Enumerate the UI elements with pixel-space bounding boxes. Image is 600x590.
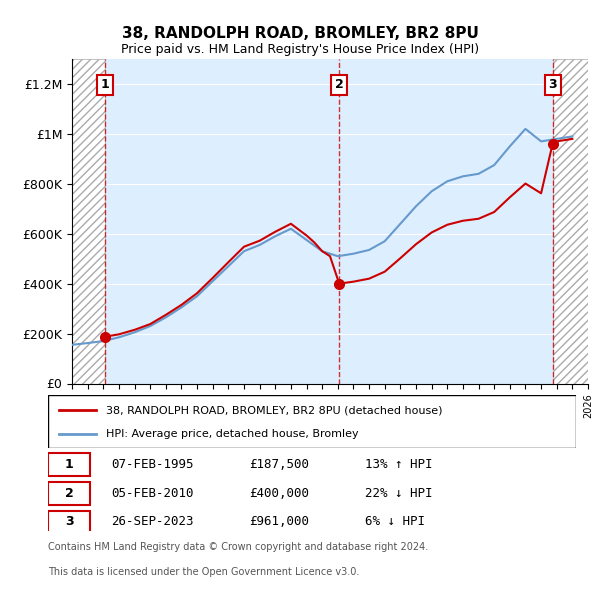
Text: £961,000: £961,000 bbox=[248, 516, 308, 529]
Text: 07-FEB-1995: 07-FEB-1995 bbox=[112, 458, 194, 471]
Text: Price paid vs. HM Land Registry's House Price Index (HPI): Price paid vs. HM Land Registry's House … bbox=[121, 43, 479, 56]
Text: 1: 1 bbox=[65, 458, 73, 471]
Bar bbox=[72, 59, 104, 384]
FancyBboxPatch shape bbox=[48, 453, 90, 476]
Text: HPI: Average price, detached house, Bromley: HPI: Average price, detached house, Brom… bbox=[106, 428, 359, 438]
FancyBboxPatch shape bbox=[48, 395, 576, 448]
Text: 22% ↓ HPI: 22% ↓ HPI bbox=[365, 487, 432, 500]
Bar bbox=[72, 59, 104, 384]
Text: Contains HM Land Registry data © Crown copyright and database right 2024.: Contains HM Land Registry data © Crown c… bbox=[48, 542, 428, 552]
Text: 1: 1 bbox=[100, 78, 109, 91]
FancyBboxPatch shape bbox=[48, 511, 90, 533]
Bar bbox=[553, 59, 588, 384]
Text: £187,500: £187,500 bbox=[248, 458, 308, 471]
Text: 38, RANDOLPH ROAD, BROMLEY, BR2 8PU (detached house): 38, RANDOLPH ROAD, BROMLEY, BR2 8PU (det… bbox=[106, 405, 443, 415]
Text: £400,000: £400,000 bbox=[248, 487, 308, 500]
FancyBboxPatch shape bbox=[48, 482, 90, 504]
Text: 38, RANDOLPH ROAD, BROMLEY, BR2 8PU: 38, RANDOLPH ROAD, BROMLEY, BR2 8PU bbox=[122, 27, 478, 41]
Text: This data is licensed under the Open Government Licence v3.0.: This data is licensed under the Open Gov… bbox=[48, 567, 359, 577]
Text: 13% ↑ HPI: 13% ↑ HPI bbox=[365, 458, 432, 471]
Text: 6% ↓ HPI: 6% ↓ HPI bbox=[365, 516, 425, 529]
Text: 3: 3 bbox=[65, 516, 73, 529]
Text: 2: 2 bbox=[335, 78, 344, 91]
Text: 2: 2 bbox=[65, 487, 73, 500]
Text: 26-SEP-2023: 26-SEP-2023 bbox=[112, 516, 194, 529]
Text: 3: 3 bbox=[548, 78, 557, 91]
Text: 05-FEB-2010: 05-FEB-2010 bbox=[112, 487, 194, 500]
Bar bbox=[553, 59, 588, 384]
